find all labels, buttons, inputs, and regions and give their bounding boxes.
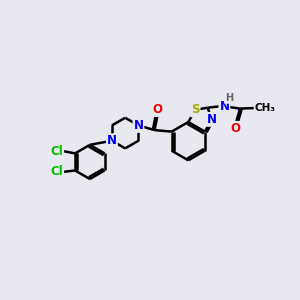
Text: N: N (134, 119, 143, 132)
Text: N: N (219, 100, 230, 113)
Text: Cl: Cl (50, 145, 63, 158)
Text: H: H (225, 93, 233, 103)
Text: S: S (191, 103, 200, 116)
Text: O: O (153, 103, 163, 116)
Text: Cl: Cl (50, 165, 63, 178)
Text: N: N (107, 134, 117, 147)
Text: N: N (207, 113, 217, 126)
Text: O: O (231, 122, 241, 135)
Text: CH₃: CH₃ (254, 103, 275, 113)
